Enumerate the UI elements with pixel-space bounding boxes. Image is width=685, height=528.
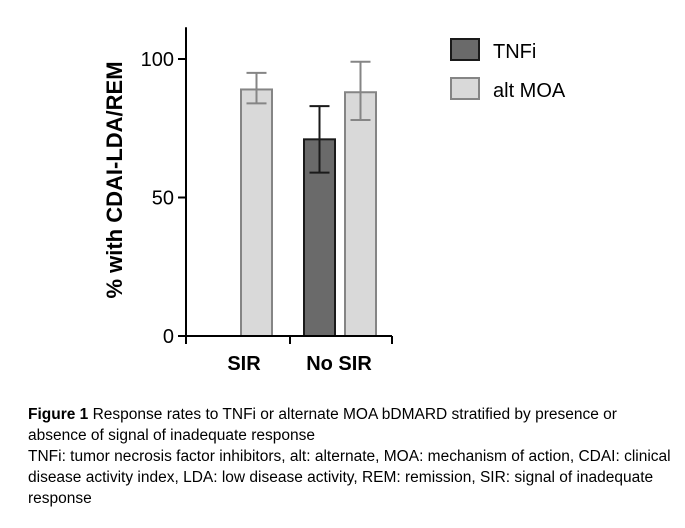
y-axis-label: % with CDAI-LDA/REM (102, 61, 127, 298)
bar-alt-moa-no-sir (344, 91, 377, 337)
legend-swatch-tnfi (450, 38, 480, 61)
legend-swatch-alt-moa (450, 77, 480, 100)
bar-alt-moa-sir (240, 88, 273, 337)
caption-title-text: Response rates to TNFi or alternate MOA … (28, 406, 617, 444)
y-tick-label: 100 (141, 49, 174, 71)
y-tick-label: 0 (163, 326, 174, 348)
figure-caption: Figure 1 Response rates to TNFi or alter… (28, 404, 678, 509)
legend-label-alt-moa: alt MOA (493, 80, 566, 102)
caption-note: TNFi: tumor necrosis factor inhibitors, … (28, 448, 671, 507)
x-tick-label: No SIR (306, 353, 372, 375)
caption-title: Figure 1 Response rates to TNFi or alter… (28, 404, 678, 446)
bar-chart: 0 50 100 SIR No SIR TNFi alt MOA % with CDAI-L… (102, 27, 566, 375)
x-tick-label: SIR (227, 353, 261, 375)
legend-label-tnfi: TNFi (493, 41, 536, 63)
y-tick-label: 50 (152, 188, 174, 210)
caption-label: Figure 1 (28, 406, 89, 423)
